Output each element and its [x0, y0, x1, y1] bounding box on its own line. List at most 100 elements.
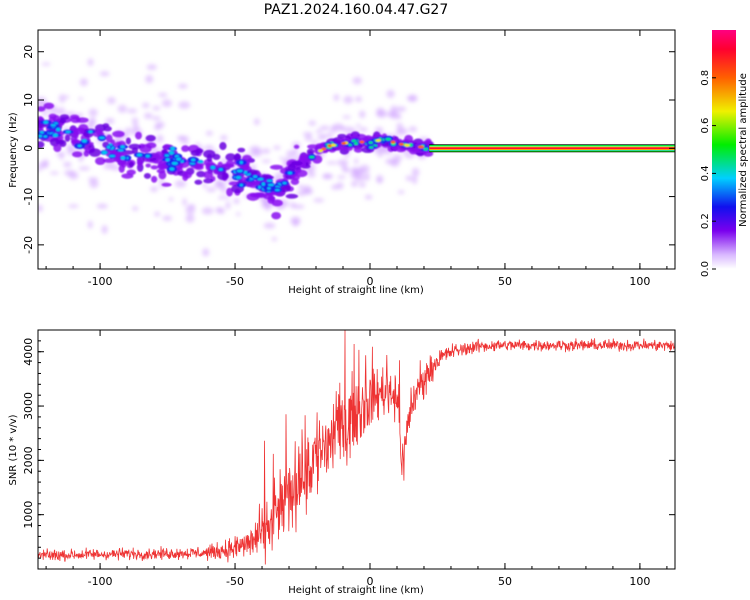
spectrogram-cell [117, 104, 127, 113]
spectrogram-cell [96, 203, 108, 209]
y-tick-label: 10 [22, 93, 35, 107]
y-tick-label: -10 [22, 188, 35, 206]
spectrogram-cell [143, 112, 153, 119]
spectrogram-cell [273, 145, 281, 150]
spectrogram-cell [99, 71, 110, 77]
spectrogram-cell [53, 110, 61, 114]
x-tick-label: 50 [498, 575, 512, 588]
spectrogram-cell [417, 145, 423, 149]
spectrogram-cell [269, 164, 283, 170]
spectrogram-cell [66, 144, 72, 152]
spectrogram-cell [145, 134, 156, 142]
spectrogram-cell [162, 215, 173, 221]
chart-title: PAZ1.2024.160.04.47.G27 [264, 2, 449, 18]
spectrogram-cell [53, 143, 62, 153]
spectrogram-cell [39, 130, 44, 134]
spectrogram-cell [290, 216, 301, 226]
spectrogram-cell [267, 183, 274, 187]
spectrogram-cell [293, 144, 300, 149]
spectrogram-cell [304, 134, 313, 142]
spectrogram-cell [386, 89, 395, 99]
spectrogram-cell [86, 118, 96, 128]
spectrogram-cell [286, 150, 296, 158]
spectrogram-cell [78, 166, 91, 171]
spectrogram-cell [105, 164, 117, 169]
spectrogram-cell [220, 135, 228, 141]
spectrogram-cell [271, 199, 283, 207]
snr-marks [38, 330, 675, 565]
spectrogram-cell [309, 155, 315, 159]
spectrogram-cell [42, 109, 47, 117]
spectrogram-cell [197, 160, 204, 164]
spectrogram-cell [50, 124, 56, 127]
spectrogram-cell [330, 125, 338, 133]
spectrogram-cell [385, 137, 392, 141]
spectrogram-cell [146, 64, 157, 71]
spectrogram-cell [343, 95, 354, 104]
spectrogram-cell [132, 206, 139, 211]
spectrogram-cell [88, 148, 101, 157]
spectrogram-cell [293, 148, 298, 156]
spectrogram-cell [336, 182, 344, 190]
spectrogram-cell [161, 99, 172, 108]
spectrogram-cell [120, 156, 126, 160]
spectrogram-cell [395, 106, 407, 112]
spectrogram-cell [156, 177, 161, 182]
spectrogram-cell [58, 152, 65, 160]
spectrogram-cell [182, 198, 187, 207]
spectrogram-cell [237, 147, 246, 153]
spectrogram-cell [157, 92, 168, 98]
spectrogram-cell [142, 102, 150, 109]
spectrogram-cell [397, 190, 405, 194]
spectrogram-cell [145, 163, 151, 168]
y-tick-label: 3000 [22, 392, 35, 420]
spectrogram-cell [178, 83, 188, 89]
spectrogram-cell [43, 102, 55, 110]
spectrogram-cell [101, 225, 108, 234]
spectrogram-cell [42, 159, 49, 167]
spectrogram-cell [68, 204, 79, 208]
spectrogram-cell [107, 96, 116, 105]
spectrogram-cell [137, 157, 144, 167]
spectrogram-cell [154, 146, 160, 153]
spectrogram-cell [376, 178, 382, 183]
spectrogram-cell [219, 142, 227, 151]
spectrogram-cell [274, 188, 280, 192]
spectrogram-cell [41, 62, 51, 66]
spectrogram-cell [203, 178, 214, 184]
spectrogram-cell [72, 151, 83, 158]
spectrogram-cell [267, 186, 271, 190]
spectrogram-cell [88, 108, 98, 117]
spectrogram-cell [178, 101, 191, 109]
spectrogram-cell [102, 158, 116, 163]
snr-frame [37, 329, 676, 570]
spectrogram-cell [235, 176, 242, 179]
spectrogram-cell [127, 108, 138, 114]
spectrogram-cell [298, 184, 304, 190]
spectrogram-cell [59, 139, 67, 148]
spectrogram-cell [38, 106, 46, 112]
spectrogram-cell [254, 192, 267, 198]
spectrogram-cell [355, 123, 361, 128]
spectrogram-cell [202, 248, 210, 257]
spectrogram-cell [135, 131, 142, 140]
spectrogram-cell [311, 140, 318, 145]
spectrogram-cell [210, 165, 216, 170]
spectrogram-cell [266, 179, 273, 182]
spectrogram-cell [222, 163, 235, 168]
spectrogram-cell [181, 145, 190, 152]
spectrogram-cell [263, 222, 276, 229]
spectrogram-cell [385, 158, 397, 165]
spectrogram-cell [302, 132, 313, 136]
spectrogram-cell [182, 170, 193, 179]
spectrogram-cell [369, 146, 374, 149]
spectrogram-cell [109, 154, 116, 158]
spectrogram-cell [52, 133, 58, 138]
spectrogram-cell [145, 154, 150, 158]
spectrogram-cell [375, 138, 381, 142]
spectrogram-cell [202, 182, 207, 189]
spectrogram-cell [425, 138, 432, 145]
spectrogram-cell [168, 151, 174, 155]
